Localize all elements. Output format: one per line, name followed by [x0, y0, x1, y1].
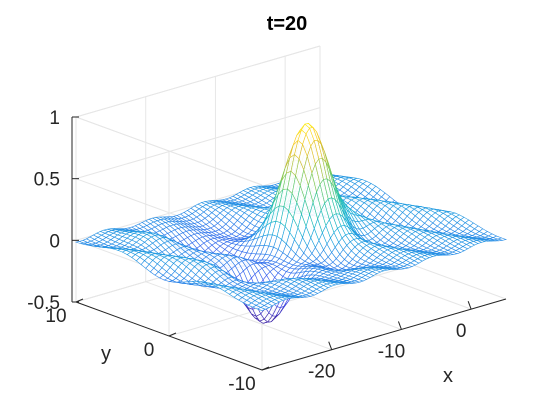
grid-line: [75, 107, 321, 180]
axis-ticks: [71, 116, 507, 371]
z-tick-label: -0.5: [27, 293, 60, 314]
box-edge: [75, 116, 263, 186]
x-tick-label: 0: [456, 321, 467, 342]
y-tick: [168, 332, 177, 337]
y-tick-label: 10: [45, 306, 66, 327]
y-tick: [261, 366, 270, 371]
tick-labels: -20 -10 0 -10 0 10-0.5 0 0.5 1: [27, 108, 466, 395]
surface-cell: [496, 237, 508, 241]
box-edge: [75, 45, 321, 118]
x-tick: [397, 321, 402, 330]
surface-mesh: [74, 122, 508, 324]
x-tick: [328, 341, 333, 350]
x-tick-label: -20: [308, 362, 335, 383]
y-tick-label: 0: [144, 340, 155, 361]
x-axis-line: [261, 298, 507, 371]
z-tick-label: 0.5: [34, 170, 60, 191]
x-tick: [467, 300, 472, 310]
z-tick-label: 1: [49, 108, 60, 129]
chart-title: t=20: [267, 13, 308, 35]
z-tick-label: 0: [49, 231, 60, 252]
y-axis-label: y: [101, 343, 111, 365]
y-tick-label: -10: [228, 374, 255, 395]
grid-line: [168, 264, 414, 337]
x-tick-label: -10: [378, 341, 405, 362]
x-axis-label: x: [443, 365, 453, 387]
